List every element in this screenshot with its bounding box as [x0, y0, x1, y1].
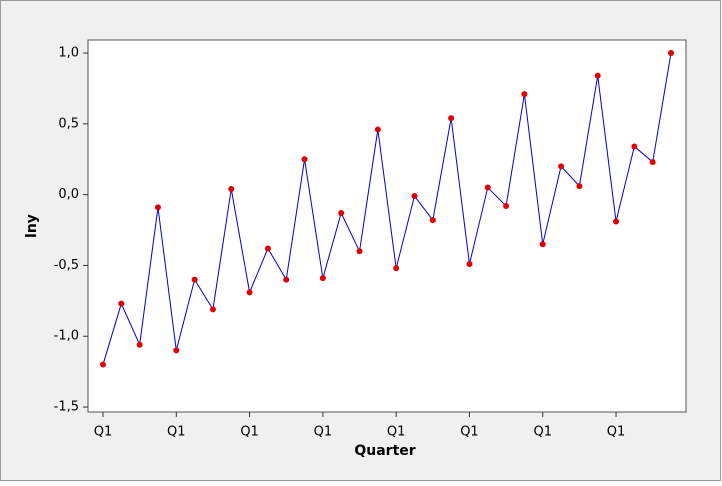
- data-point: [448, 115, 455, 122]
- data-point: [118, 300, 125, 307]
- data-point: [283, 276, 290, 283]
- data-point: [521, 91, 528, 98]
- data-point: [539, 241, 546, 248]
- x-tick-label: Q1: [460, 425, 479, 440]
- data-point: [411, 193, 418, 200]
- data-point: [668, 50, 674, 57]
- y-tick-label: 0,5: [58, 116, 79, 131]
- plot-area: [87, 39, 687, 413]
- series-line: [102, 52, 672, 365]
- x-tick-label: Q1: [314, 425, 333, 440]
- data-point: [594, 72, 601, 79]
- data-point: [209, 306, 216, 313]
- data-point: [264, 245, 271, 252]
- x-tick-label: Q1: [387, 425, 406, 440]
- y-tick-label: -1,0: [54, 329, 79, 344]
- data-point: [503, 202, 510, 209]
- y-tick-label: -0,5: [54, 258, 79, 273]
- data-point: [558, 163, 565, 170]
- x-tick-label: Q1: [607, 425, 626, 440]
- x-tick-label: Q1: [240, 425, 259, 440]
- data-point: [338, 210, 345, 217]
- data-point: [136, 341, 143, 348]
- data-point: [466, 261, 473, 268]
- data-point: [429, 217, 436, 224]
- y-axis-title: lny: [24, 214, 40, 238]
- data-point: [631, 143, 638, 150]
- y-tick-label: 0,0: [58, 187, 79, 202]
- data-point: [191, 276, 198, 283]
- y-tick-label: -1,5: [54, 400, 79, 415]
- data-point: [228, 185, 235, 192]
- data-point: [649, 159, 656, 166]
- x-tick-label: Q1: [533, 425, 552, 440]
- y-tick-label: 1,0: [58, 46, 79, 61]
- data-point: [484, 184, 491, 191]
- x-tick-label: Q1: [94, 425, 113, 440]
- data-point: [393, 265, 400, 272]
- data-point: [301, 156, 308, 163]
- data-point: [374, 126, 381, 133]
- data-point: [576, 183, 583, 190]
- data-point: [246, 289, 253, 296]
- x-tick-label: Q1: [167, 425, 186, 440]
- data-point: [356, 248, 363, 255]
- data-point: [100, 361, 106, 368]
- data-point: [319, 275, 326, 282]
- data-point: [613, 218, 620, 225]
- data-point: [154, 204, 161, 211]
- x-axis-title: Quarter: [354, 443, 415, 459]
- data-point: [173, 347, 180, 354]
